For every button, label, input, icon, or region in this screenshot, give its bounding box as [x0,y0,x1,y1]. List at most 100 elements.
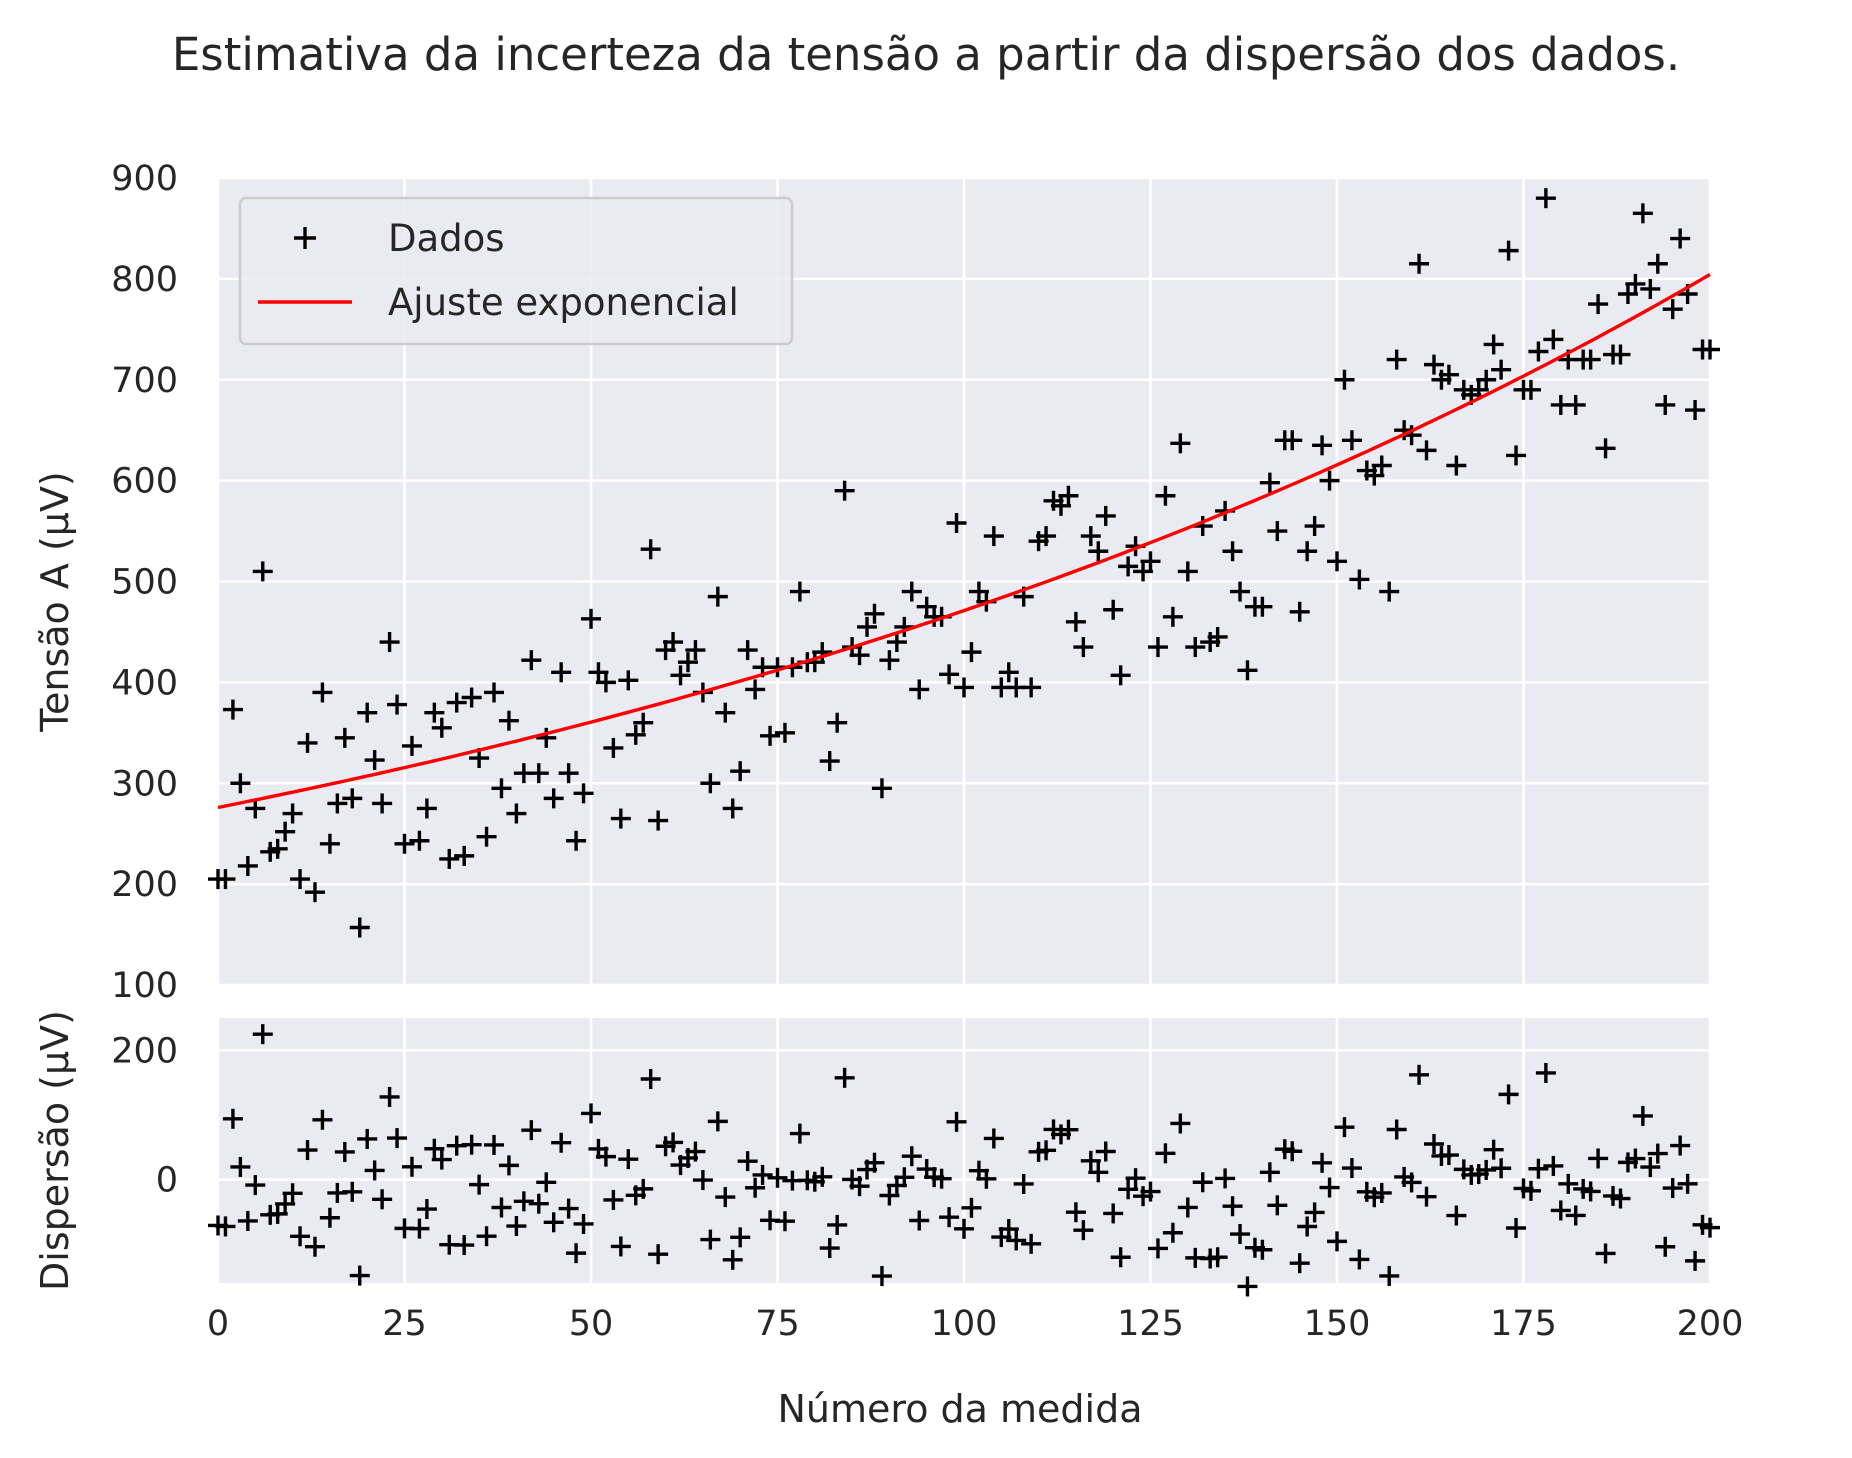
voltage-point [1222,541,1243,562]
exponential-fit-line [217,273,1711,810]
voltage-point [1297,541,1318,562]
voltage-point [1095,505,1116,526]
voltage-point [1170,433,1191,454]
dispersion-point [1319,1177,1340,1198]
voltage-point [603,737,624,758]
dispersion-point [954,1218,974,1239]
voltage-point [1080,526,1101,547]
dispersion-point [491,1197,512,1218]
voltage-point [349,917,370,938]
dispersion-point [849,1176,870,1197]
dispersion-point [901,1146,922,1167]
voltage-point [886,632,907,653]
voltage-point [1207,626,1228,647]
dispersion-point [1423,1133,1444,1154]
dispersion-y-tick-label: 200 [111,1031,178,1071]
voltage-point [983,526,1004,547]
dispersion-point [1140,1181,1161,1202]
dispersion-point [401,1156,422,1177]
dispersion-point [998,1219,1019,1240]
dispersion-point [222,1108,243,1129]
voltage-y-tick-label: 600 [111,462,178,502]
dispersion-y-tick-label: 0 [156,1161,178,1201]
dispersion-point [663,1132,684,1153]
dispersion-point [573,1213,594,1234]
voltage-y-tick-labels: 100 200 300 400 500 600 700 800 900 [111,159,178,1006]
x-tick-label: 100 [931,1304,998,1344]
voltage-point [670,665,691,686]
voltage-point [610,808,631,829]
voltage-point [1438,364,1459,385]
dispersion-point [1289,1253,1310,1274]
x-tick-labels: 0 25 50 75 100 125 150 175 200 [207,1304,1744,1344]
dispersion-point [282,1183,303,1204]
voltage-y-tick-label: 100 [111,966,178,1006]
dispersion-point [767,1167,788,1188]
dispersion-point [1349,1249,1370,1270]
x-tick-label: 200 [1677,1304,1744,1344]
dispersion-point [342,1181,363,1202]
dispersion-point [1528,1158,1549,1179]
dispersion-point [827,1214,848,1235]
voltage-point [745,679,766,700]
dispersion-point [1125,1168,1146,1189]
dispersion-point [543,1212,564,1233]
dispersion-point [536,1172,557,1193]
voltage-point [1647,253,1668,274]
voltage-point [1386,349,1407,370]
voltage-point [312,682,333,703]
dispersion-point [1685,1250,1706,1271]
voltage-point [1446,455,1467,476]
voltage-y-tick-label: 400 [111,663,178,703]
voltage-point [1409,253,1430,274]
voltage-point [946,512,967,533]
voltage-point [454,845,475,866]
voltage-point [1118,556,1139,577]
dispersion-point [633,1178,654,1199]
voltage-point [819,751,840,772]
voltage-y-tick-label: 300 [111,764,178,804]
voltage-point [1416,440,1437,461]
voltage-point [879,650,900,671]
voltage-point [700,773,721,794]
voltage-point [916,596,937,617]
dispersion-point [931,1168,952,1189]
dispersion-point [1192,1172,1213,1193]
dispersion-point [774,1211,795,1232]
dispersion-point [1147,1238,1168,1259]
voltage-point [275,821,296,842]
x-tick-label: 125 [1117,1304,1184,1344]
dispersion-point [834,1067,855,1088]
voltage-point [245,798,266,819]
dispersion-point [1065,1202,1086,1223]
dispersion-point [357,1128,378,1149]
voltage-point [1588,294,1609,315]
dispersion-point [879,1185,900,1206]
voltage-point [401,735,422,756]
x-tick-label: 150 [1304,1304,1371,1344]
dispersion-point [409,1218,430,1239]
x-tick-label: 175 [1490,1304,1557,1344]
voltage-point [737,640,758,661]
dispersion-point [983,1128,1004,1149]
voltage-point [581,608,601,629]
voltage-point [491,778,512,799]
voltage-panel: Dados Ajuste exponencial 100 200 300 400 500… [33,159,1720,1006]
voltage-point [663,632,684,653]
dispersion-point [595,1146,616,1167]
dispersion-point [1625,1148,1646,1169]
dispersion-point [1222,1196,1243,1217]
voltage-point [1670,228,1691,249]
dispersion-point [1207,1247,1228,1268]
dispersion-point [1506,1218,1527,1239]
dispersion-point [387,1128,408,1149]
dispersion-point [237,1210,258,1231]
voltage-point [364,750,385,771]
dispersion-point [566,1243,587,1264]
dispersion-point [946,1111,967,1132]
dispersion-point [685,1141,706,1162]
voltage-point [357,702,378,723]
voltage-point [498,710,519,731]
voltage-point [625,724,646,745]
voltage-data-points [208,188,1720,938]
